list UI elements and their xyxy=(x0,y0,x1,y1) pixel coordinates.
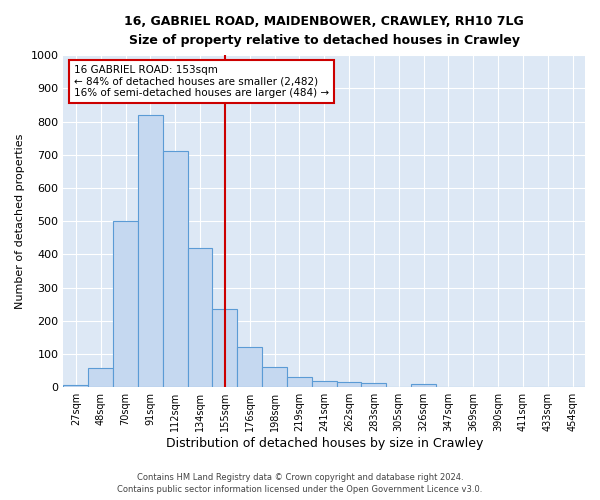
Bar xyxy=(113,221,138,387)
Bar xyxy=(138,115,163,387)
Bar xyxy=(411,384,436,387)
Bar xyxy=(361,383,386,387)
Bar xyxy=(237,348,262,387)
Text: Contains public sector information licensed under the Open Government Licence v3: Contains public sector information licen… xyxy=(118,485,482,494)
Bar xyxy=(88,368,113,387)
Title: 16, GABRIEL ROAD, MAIDENBOWER, CRAWLEY, RH10 7LG
Size of property relative to de: 16, GABRIEL ROAD, MAIDENBOWER, CRAWLEY, … xyxy=(124,15,524,47)
Y-axis label: Number of detached properties: Number of detached properties xyxy=(15,134,25,309)
X-axis label: Distribution of detached houses by size in Crawley: Distribution of detached houses by size … xyxy=(166,437,483,450)
Bar xyxy=(262,368,287,387)
Text: 16 GABRIEL ROAD: 153sqm
← 84% of detached houses are smaller (2,482)
16% of semi: 16 GABRIEL ROAD: 153sqm ← 84% of detache… xyxy=(74,65,329,98)
Bar xyxy=(163,152,188,387)
Bar xyxy=(287,377,312,387)
Bar xyxy=(212,309,237,387)
Bar xyxy=(64,384,88,387)
Bar xyxy=(337,382,361,387)
Bar xyxy=(188,248,212,387)
Text: Contains HM Land Registry data © Crown copyright and database right 2024.: Contains HM Land Registry data © Crown c… xyxy=(137,474,463,482)
Bar xyxy=(312,381,337,387)
